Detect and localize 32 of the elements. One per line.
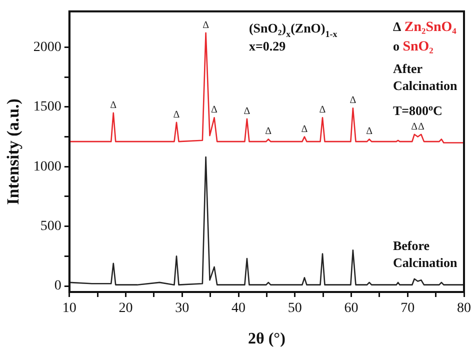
- annotation: Δ: [350, 95, 357, 106]
- annotation: Before Calcination: [392, 238, 458, 270]
- annotation: Δ: [173, 109, 180, 120]
- annotation: Δ: [211, 104, 218, 116]
- annotation: Δ: [202, 20, 210, 31]
- annotation: Δ: [110, 100, 118, 111]
- annotation: Δ: [411, 121, 418, 132]
- x-tick-label: 50: [288, 301, 302, 316]
- x-tick-label: 80: [457, 301, 471, 316]
- y-tick-label: 1500: [33, 100, 62, 115]
- annotation: Δ: [301, 124, 308, 135]
- x-tick-label: 70: [400, 301, 415, 316]
- annotation: Δ: [418, 121, 425, 132]
- x-tick-label: 10: [62, 301, 76, 316]
- y-tick-label: 0: [54, 278, 62, 294]
- y-axis-title: Intensity (a.u.): [4, 98, 23, 205]
- annotation: Δ: [244, 106, 251, 117]
- annotation: Δ Zn₂SnO₄: [392, 19, 458, 36]
- y-tick-label: 500: [40, 219, 62, 234]
- annotation: Δ: [366, 126, 374, 138]
- annotation: Δ: [319, 104, 326, 116]
- annotation: x=0.29: [248, 38, 286, 54]
- y-tick-label: 1000: [33, 159, 62, 174]
- x-tick-label: 30: [175, 301, 190, 316]
- x-tick-label: 40: [232, 301, 246, 316]
- y-tick-label: 2000: [33, 40, 62, 55]
- annotation: o SnO₂: [392, 38, 434, 55]
- annotation: Δ: [265, 126, 272, 138]
- x-tick-label: 60: [344, 301, 358, 316]
- x-axis-title: 2θ (°): [248, 330, 286, 348]
- x-tick-label: 20: [118, 301, 133, 316]
- annotation: After Calcination: [392, 61, 458, 94]
